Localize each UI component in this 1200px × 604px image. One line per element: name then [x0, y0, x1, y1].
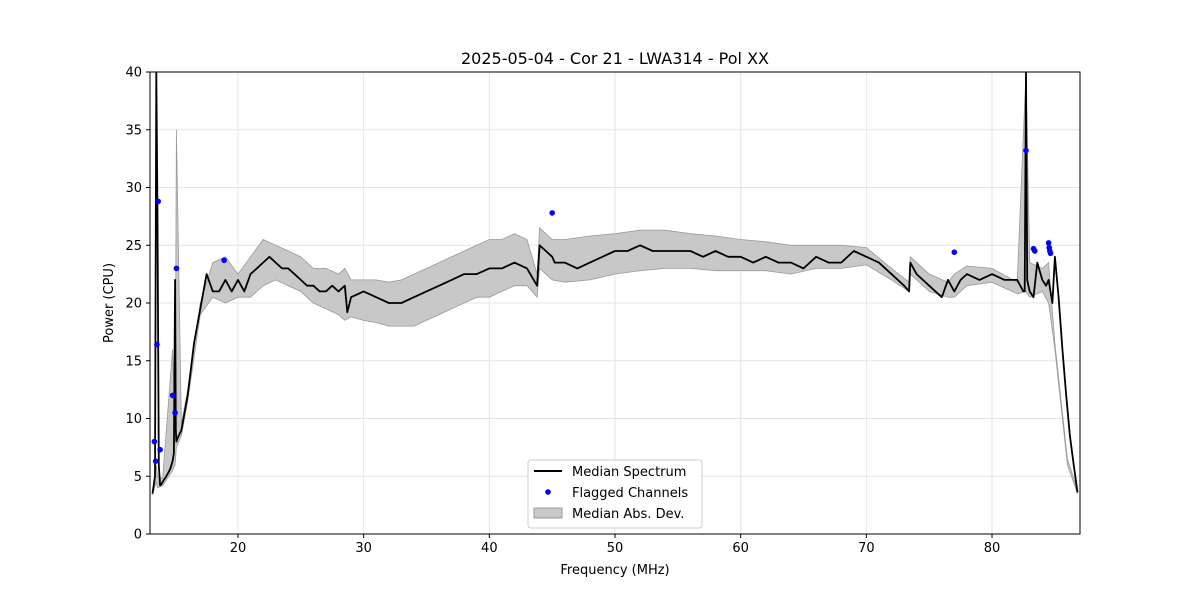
- x-tick-label: 20: [230, 541, 247, 556]
- flagged-channel-point: [1023, 147, 1029, 154]
- flagged-channel-point: [549, 210, 555, 216]
- y-tick-label: 15: [125, 354, 142, 369]
- x-tick-label: 80: [984, 541, 1001, 556]
- x-tick-label: 60: [732, 541, 749, 556]
- y-tick-label: 20: [125, 297, 142, 312]
- y-tick-label: 30: [125, 181, 142, 196]
- y-tick-label: 25: [125, 239, 142, 254]
- x-axis-label: Frequency (MHz): [560, 563, 669, 578]
- y-tick-label: 10: [125, 412, 142, 427]
- flagged-channel-point: [221, 257, 227, 264]
- median-spectrum-line: [151, 72, 1079, 494]
- flagged-channel-point: [173, 265, 180, 272]
- flagged-channel-point: [1047, 250, 1054, 257]
- flagged-channel-point: [157, 446, 163, 453]
- median-spectrum: [151, 72, 1079, 494]
- flagged-channel-point: [155, 198, 161, 205]
- flagged-channel-point: [152, 458, 159, 465]
- flagged-channels: [151, 147, 1054, 465]
- legend-flagged-swatch: [545, 489, 551, 495]
- flagged-channel-point: [172, 409, 178, 416]
- mad-band: [152, 72, 1078, 495]
- legend: Median Spectrum Flagged Channels Median …: [527, 459, 703, 529]
- flagged-channel-point: [154, 341, 160, 348]
- legend-mad-swatch: [533, 507, 563, 519]
- x-tick-label: 30: [355, 541, 372, 556]
- legend-mad-label: Median Abs. Dev.: [572, 507, 684, 522]
- x-tick-label: 40: [481, 541, 498, 556]
- y-tick-label: 40: [125, 66, 142, 81]
- flagged-channel-point: [1032, 248, 1038, 254]
- x-tick-label: 70: [858, 541, 875, 556]
- x-tick-label: 50: [607, 541, 624, 556]
- legend-median-label: Median Spectrum: [572, 465, 686, 480]
- flagged-channel-point: [951, 249, 958, 255]
- mad-band-area: [152, 72, 1078, 495]
- y-tick-label: 35: [125, 123, 142, 138]
- legend-flagged-label: Flagged Channels: [572, 486, 688, 501]
- y-tick-label: 0: [134, 528, 142, 543]
- y-axis-label: Power (CPU): [102, 263, 117, 343]
- flagged-channel-point: [1045, 240, 1052, 246]
- legend-box: [527, 459, 703, 529]
- y-tick-label: 5: [134, 470, 142, 485]
- chart-title: 2025-05-04 - Cor 21 - LWA314 - Pol XX: [461, 49, 769, 68]
- y-axis-ticks: 0 5 10 15 20 25 30 35 40: [125, 66, 150, 543]
- flagged-channel-point: [169, 392, 176, 399]
- x-axis-ticks: 20 30 40 50 60 70 80: [230, 534, 1001, 556]
- flagged-channel-point: [151, 438, 158, 445]
